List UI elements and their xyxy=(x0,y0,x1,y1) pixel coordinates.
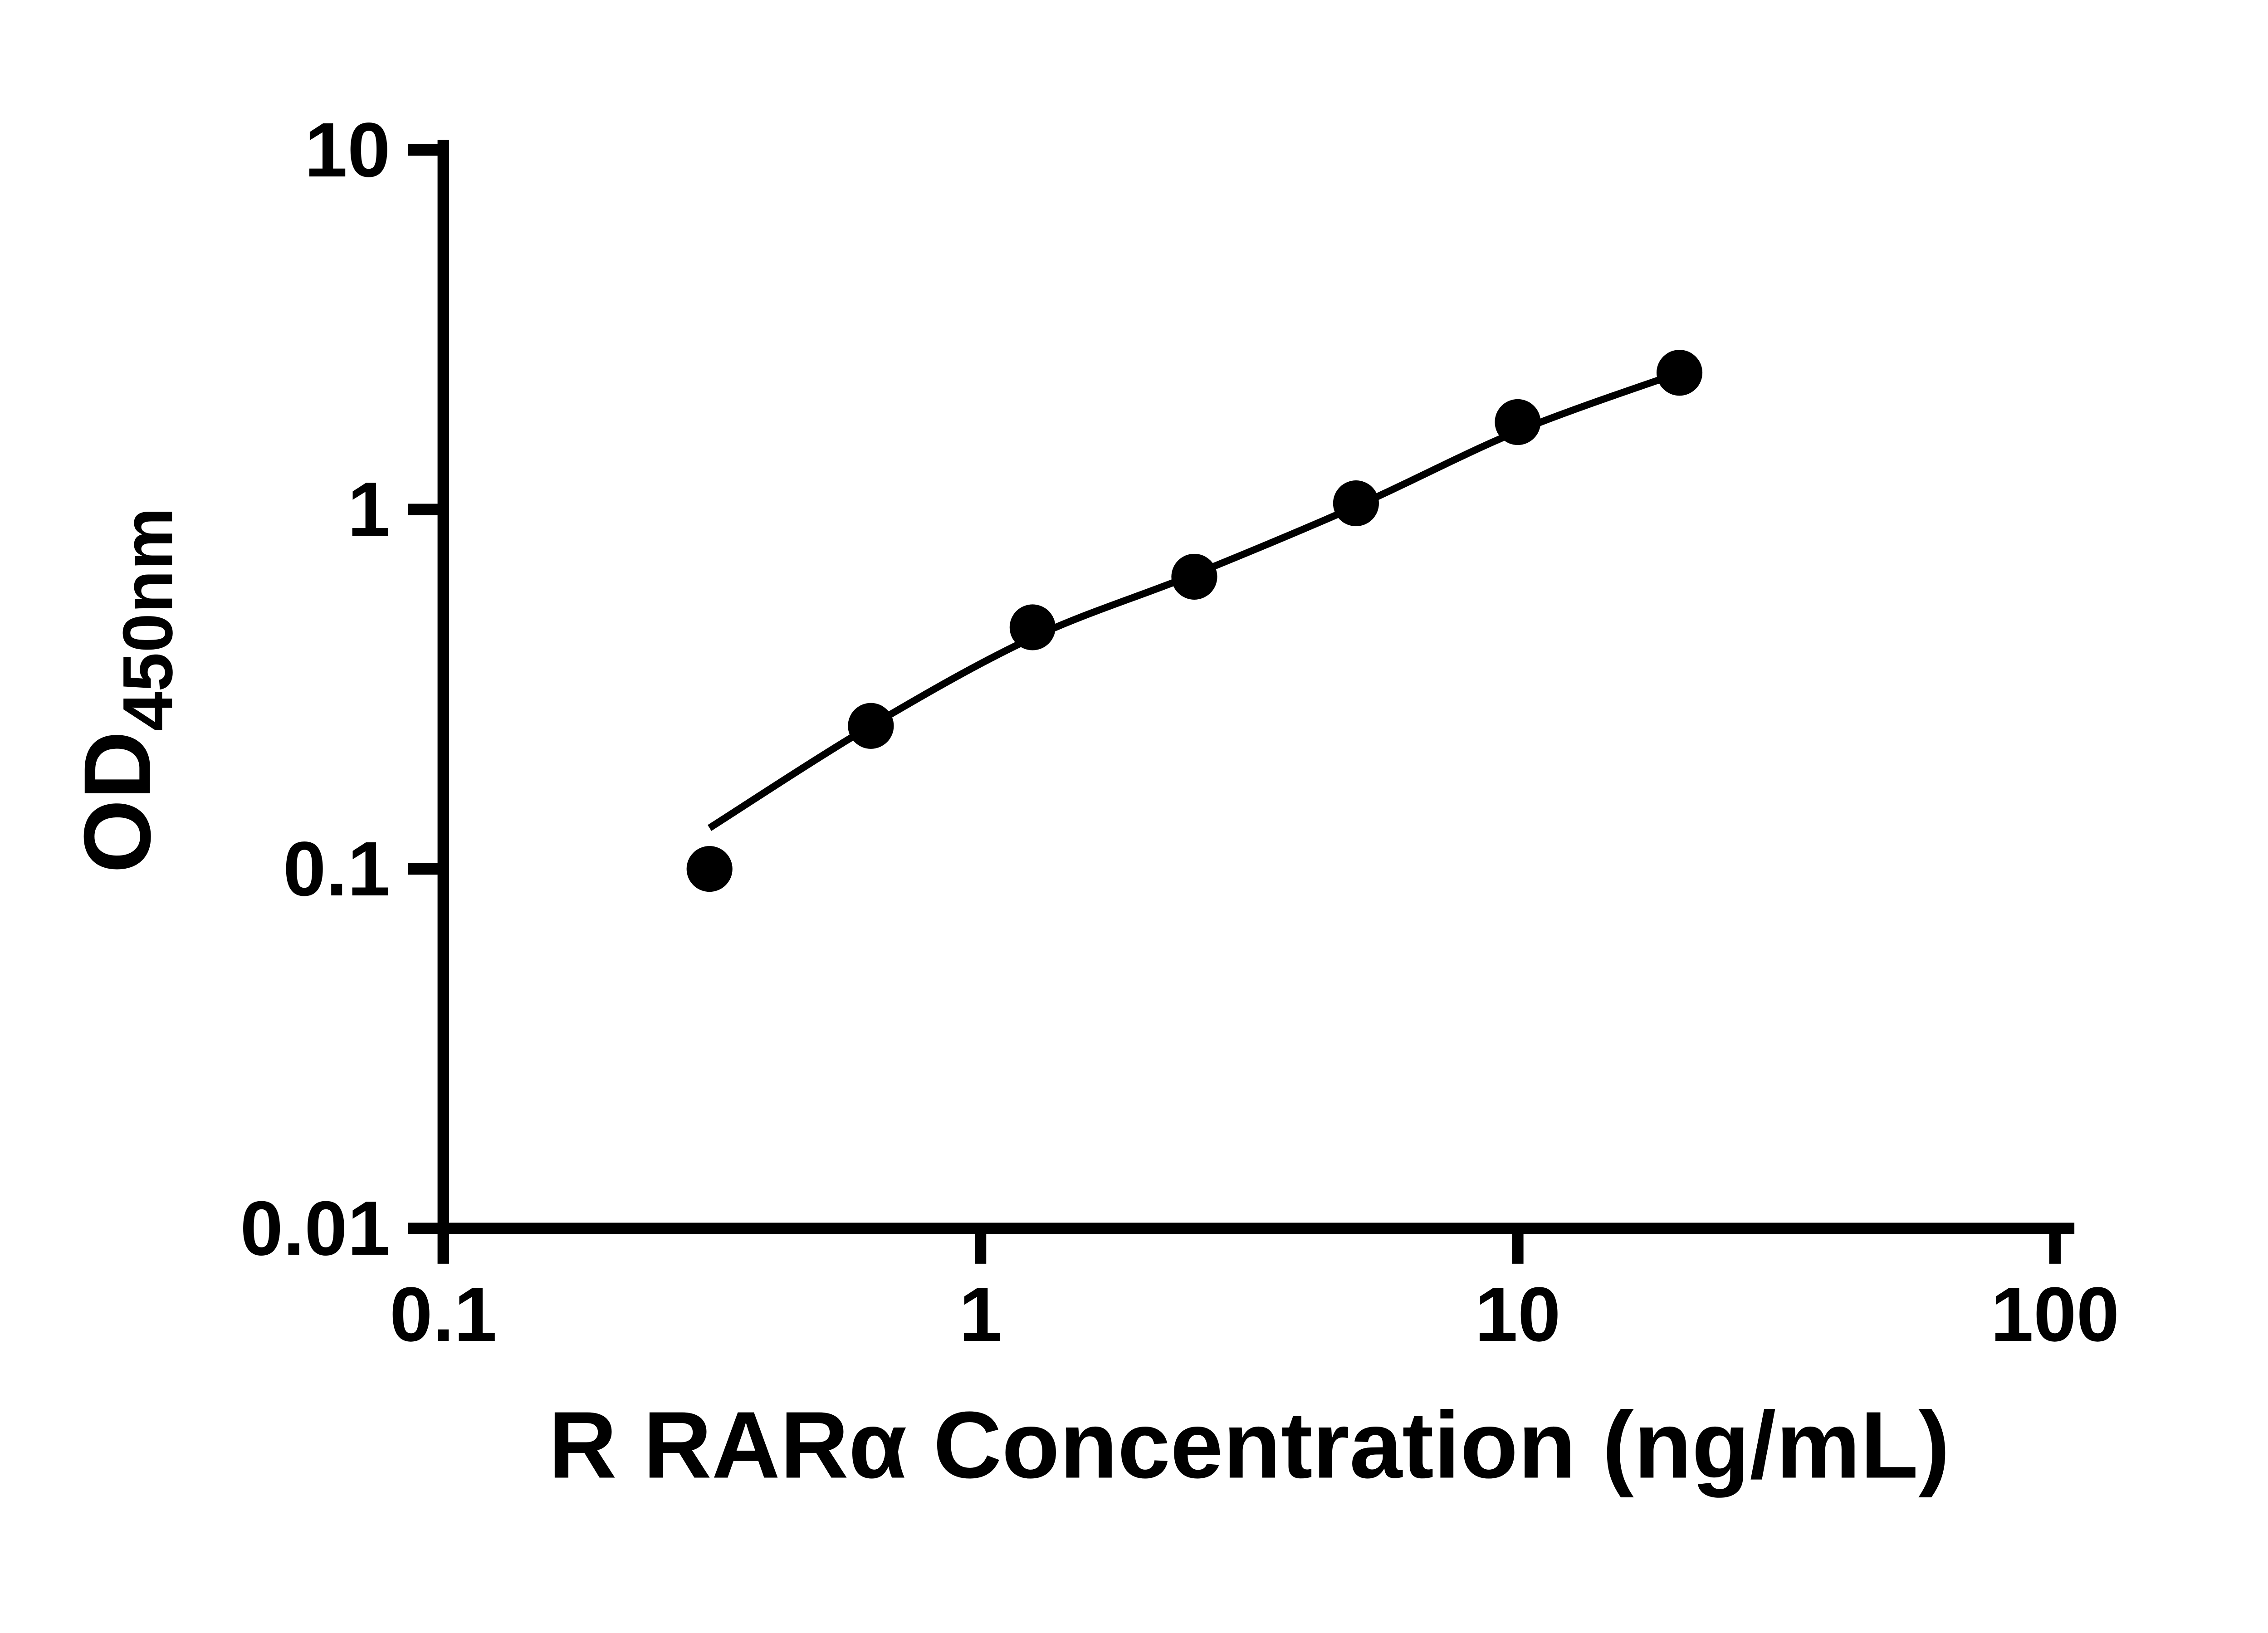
x-tick-label: 10 xyxy=(1475,1271,1560,1358)
x-tick-label: 100 xyxy=(1990,1271,2119,1358)
data-point xyxy=(1171,553,1217,600)
y-axis-title-subscript: 450nm xyxy=(108,508,187,731)
y-tick-label: 1 xyxy=(347,466,391,552)
y-tick-label: 0.1 xyxy=(283,826,391,912)
y-axis-title: OD450nm xyxy=(65,508,187,874)
y-axis-title-main: OD xyxy=(65,731,171,873)
data-point xyxy=(1656,350,1703,396)
y-tick-label: 10 xyxy=(304,107,390,193)
data-point xyxy=(1009,604,1056,650)
elisa-standard-curve-figure: 0.1 1 10 100 0.01 0.1 1 10 R RARα Concentration… xyxy=(64,107,2120,1498)
x-tick-label: 0.1 xyxy=(390,1271,497,1358)
data-point xyxy=(1333,480,1379,527)
data-point xyxy=(686,846,733,892)
fit-curve-layer xyxy=(708,369,1681,831)
ticks-layer xyxy=(408,144,2061,1264)
data-point xyxy=(1495,399,1541,445)
data-point xyxy=(848,703,894,749)
x-tick-label: 1 xyxy=(959,1271,1002,1358)
y-tick-label: 0.01 xyxy=(240,1185,390,1271)
data-points-layer xyxy=(686,350,1703,892)
x-axis-title: R RARα Concentration (ng/mL) xyxy=(548,1392,1950,1498)
fit-curve xyxy=(708,369,1681,831)
axes-layer xyxy=(437,140,2075,1234)
